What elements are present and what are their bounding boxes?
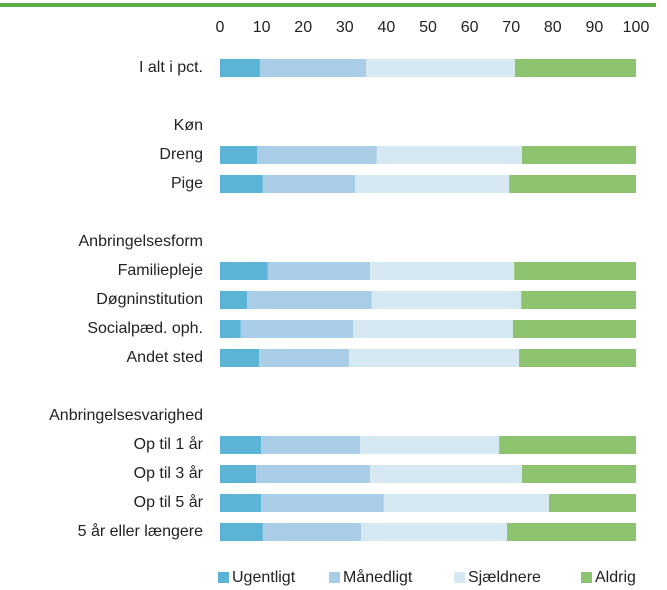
bar-segment	[220, 320, 241, 338]
y-tick-label: Pige	[171, 175, 203, 192]
legend-swatch	[454, 572, 465, 583]
x-tick-label: 40	[378, 19, 396, 36]
bar-segment	[220, 349, 260, 367]
bar-segment	[376, 146, 523, 164]
bar-segment	[220, 436, 262, 454]
x-tick-label: 70	[502, 19, 520, 36]
bar-segment	[370, 262, 515, 280]
bar-segment	[261, 494, 384, 512]
x-tick-label: 30	[336, 19, 354, 36]
legend-swatch	[218, 572, 229, 583]
bar-segment	[519, 349, 636, 367]
y-tick-label: Dreng	[159, 146, 203, 163]
bar-segment	[509, 175, 636, 193]
bar-segment	[220, 523, 263, 541]
bar-segment	[348, 349, 520, 367]
bar-segment	[261, 436, 361, 454]
bar-segment	[512, 320, 636, 338]
bar-segment	[366, 59, 515, 77]
y-tick-label: Køn	[174, 117, 203, 134]
x-tick-label: 90	[586, 19, 604, 36]
bar-segment	[220, 262, 268, 280]
bar-segment	[371, 291, 522, 309]
bar-segment	[499, 436, 636, 454]
x-tick-label: 100	[623, 19, 650, 36]
y-tick-label: Op til 3 år	[134, 464, 204, 482]
x-tick-label: 20	[294, 19, 312, 36]
legend-swatch	[329, 572, 340, 583]
y-tick-label: I alt i pct.	[139, 59, 203, 76]
bar-segment	[220, 494, 262, 512]
bar-segment	[370, 465, 523, 483]
x-tick-label: 0	[216, 19, 225, 36]
bar-segment	[220, 291, 248, 309]
legend-label: Månedligt	[343, 568, 413, 586]
bar-segment	[355, 175, 510, 193]
top-rule	[0, 3, 656, 7]
bar-segment	[267, 262, 371, 280]
legend-label: Ugentligt	[232, 569, 296, 586]
bar-segment	[383, 494, 550, 512]
x-tick-label: 10	[253, 19, 271, 36]
bar-segment	[521, 291, 636, 309]
bar-segment	[257, 146, 377, 164]
legend-swatch	[581, 572, 592, 583]
y-tick-label: Anbringelsesform	[79, 233, 204, 250]
bar-segment	[353, 320, 513, 338]
bar-segment	[522, 465, 636, 483]
x-tick-label: 60	[461, 19, 479, 36]
legend-label: Aldrig	[595, 569, 636, 586]
y-tick-label: Familiepleje	[118, 262, 203, 279]
bar-segment	[220, 465, 257, 483]
bar-segment	[256, 465, 371, 483]
legend-label: Sjældnere	[468, 569, 541, 586]
y-tick-label: Døgninstitution	[96, 291, 203, 308]
bar-segment	[259, 349, 349, 367]
y-tick-label: Op til 1 år	[134, 435, 204, 453]
y-tick-label: Op til 5 år	[134, 493, 204, 511]
bar-segment	[514, 262, 636, 280]
y-tick-label: Andet sted	[127, 349, 204, 366]
bar-segment	[262, 523, 362, 541]
bar-segment	[262, 175, 356, 193]
x-tick-label: 50	[419, 19, 437, 36]
bar-segment	[507, 523, 636, 541]
bar-segment	[240, 320, 354, 338]
bar-segment	[247, 291, 372, 309]
bar-segment	[220, 59, 260, 77]
y-tick-label: 5 år eller længere	[78, 522, 204, 540]
bar-segment	[514, 59, 636, 77]
y-tick-label: Socialpæd. oph.	[87, 320, 203, 337]
bar-segment	[360, 436, 500, 454]
bar-segment	[220, 146, 258, 164]
bar-segment	[549, 494, 636, 512]
y-tick-label: Anbringelsesvarighed	[49, 407, 203, 424]
bar-segment	[259, 59, 367, 77]
bar-segment	[522, 146, 636, 164]
bar-segment	[361, 523, 508, 541]
x-tick-label: 80	[544, 19, 562, 36]
bar-segment	[220, 175, 263, 193]
